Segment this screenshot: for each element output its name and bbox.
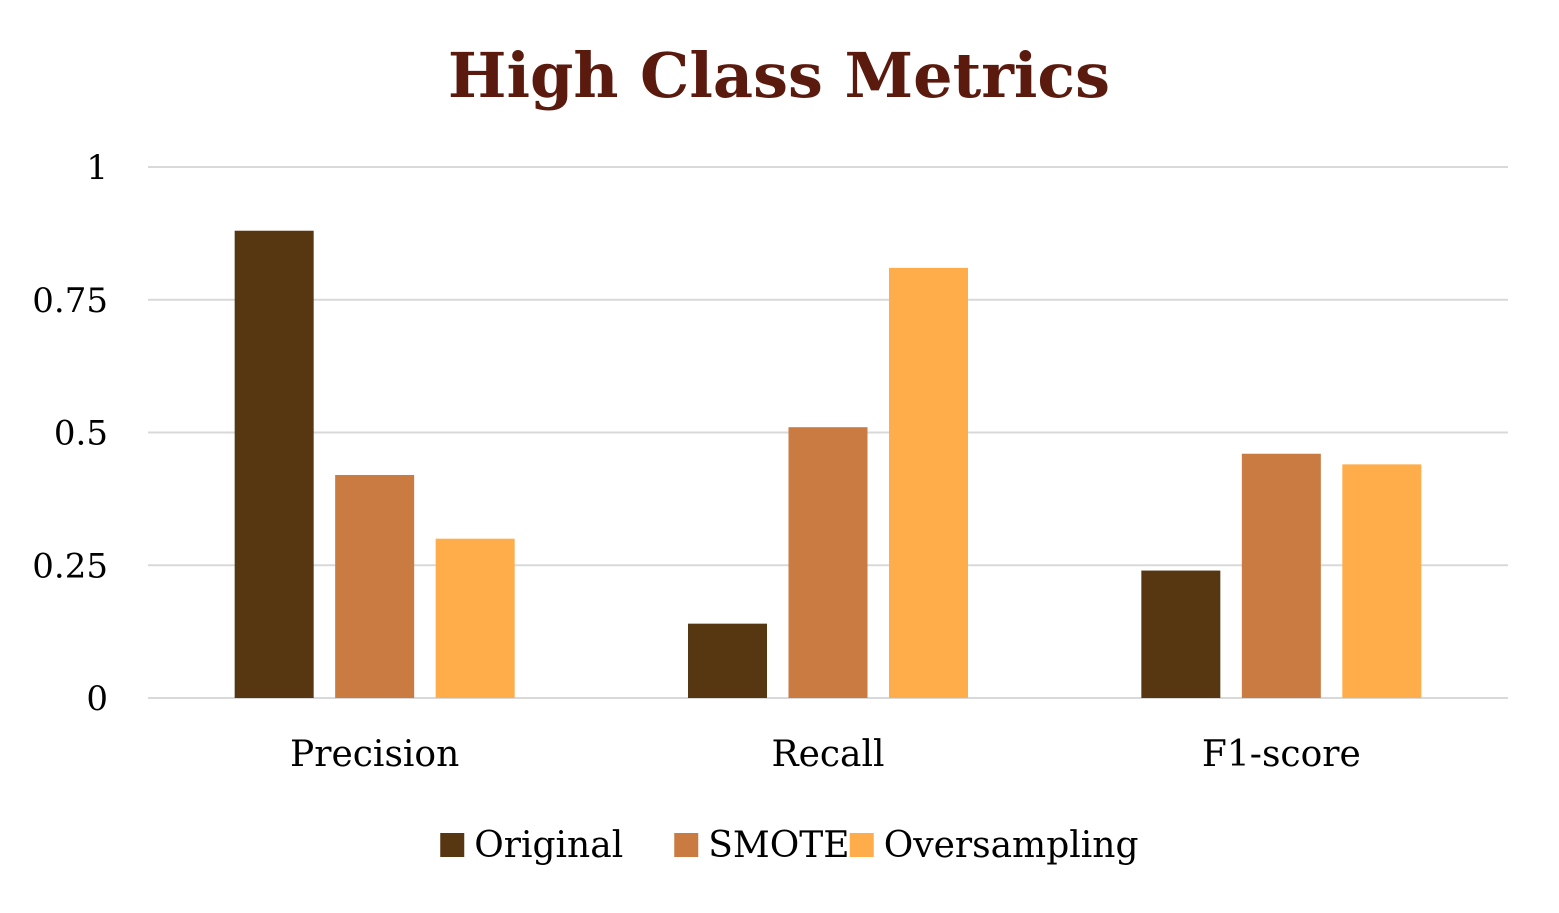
chart-title: High Class Metrics	[448, 39, 1110, 112]
y-tick-label: 0.5	[54, 414, 108, 454]
legend-swatch	[674, 833, 699, 857]
legend-label: Original	[474, 825, 623, 866]
legend-swatch	[440, 833, 465, 857]
legend-item-oversampling: Oversampling	[849, 825, 1139, 866]
bar-oversampling-precision	[435, 538, 515, 698]
bar-smote-precision	[335, 474, 415, 698]
x-axis-category-labels: Precision Recall F1-score	[290, 734, 1361, 775]
bar-oversampling-recall	[889, 267, 968, 698]
bar-smote-recall	[788, 427, 868, 698]
bar-smote-f1-score	[1241, 453, 1321, 698]
legend: Original SMOTE Oversampling	[440, 825, 1139, 866]
legend-label: SMOTE	[708, 825, 849, 866]
x-tick-label: Recall	[771, 734, 884, 775]
x-tick-label: Precision	[290, 734, 459, 775]
legend-swatch	[849, 833, 874, 857]
x-tick-label: F1-score	[1202, 734, 1361, 775]
y-tick-label: 0.25	[32, 546, 108, 586]
legend-item-original: Original	[440, 825, 623, 866]
bars	[234, 230, 1422, 698]
y-tick-label: 0.75	[32, 281, 108, 321]
bar-original-precision	[234, 230, 314, 698]
bar-oversampling-f1-score	[1342, 464, 1422, 698]
legend-label: Oversampling	[884, 825, 1139, 866]
y-tick-label: 1	[86, 148, 108, 188]
y-axis-tick-labels: 0 0.25 0.5 0.75 1	[32, 148, 108, 719]
bar-original-f1-score	[1141, 570, 1221, 698]
legend-item-smote: SMOTE	[674, 825, 850, 866]
y-tick-label: 0	[86, 679, 108, 719]
bar-original-recall	[688, 623, 767, 698]
